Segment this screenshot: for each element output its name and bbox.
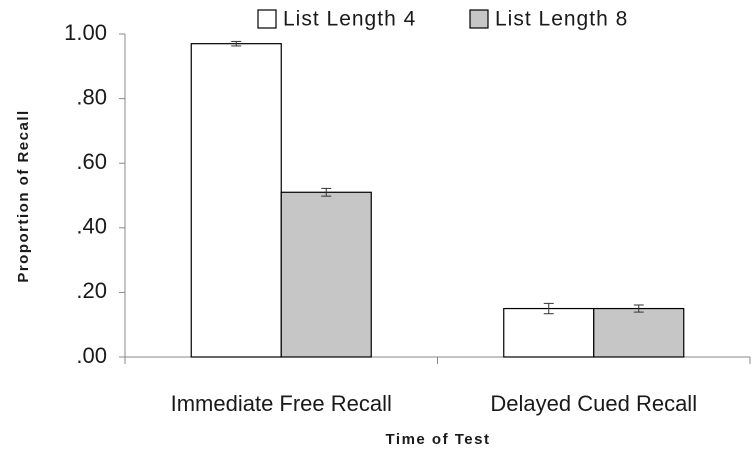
bar — [190, 43, 282, 358]
y-tick-label: .60 — [76, 149, 107, 174]
y-tick-label: 1.00 — [64, 20, 107, 45]
y-tick-label: .40 — [76, 214, 107, 239]
error-bar — [321, 187, 332, 197]
legend-label: List Length 4 — [283, 8, 416, 31]
y-tick-label: .80 — [76, 84, 107, 109]
y-tick-label: .00 — [76, 343, 107, 368]
y-tick-label: .20 — [76, 278, 107, 303]
error-bar — [543, 302, 554, 315]
x-tick-label: Immediate Free Recall — [171, 391, 392, 416]
bar — [503, 307, 595, 358]
bar — [280, 191, 372, 358]
legend-swatch — [257, 9, 277, 29]
x-tick-label: Delayed Cued Recall — [490, 391, 697, 416]
bar — [593, 307, 685, 358]
error-bar — [231, 40, 242, 47]
x-axis-title: Time of Test — [386, 431, 491, 448]
legend-swatch — [469, 9, 489, 29]
error-bar — [633, 304, 644, 313]
y-axis-title: Proportion of Recall — [15, 109, 32, 282]
legend-label: List Length 8 — [495, 8, 628, 31]
